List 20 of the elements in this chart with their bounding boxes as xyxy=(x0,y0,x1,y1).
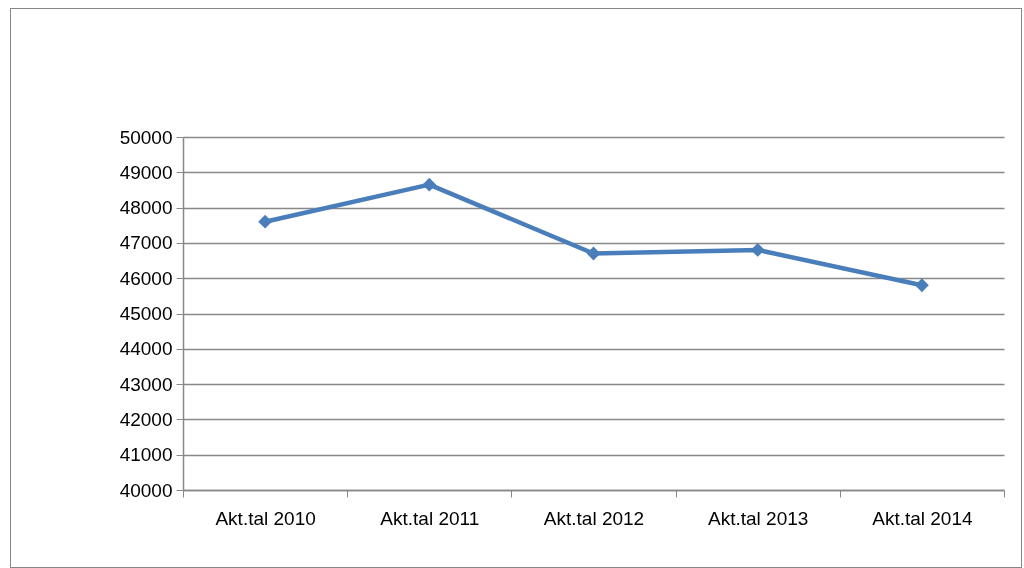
point xyxy=(915,278,929,293)
x-tick-label: Akt.tal 2010 xyxy=(215,507,316,529)
point xyxy=(422,177,437,192)
point xyxy=(258,214,272,229)
y-tick-label: 48000 xyxy=(119,197,173,219)
y-tick-label: 47000 xyxy=(119,232,173,254)
x-tick-label: Akt.tal 2014 xyxy=(872,507,974,529)
x-tick-label: Akt.tal 2013 xyxy=(708,507,809,529)
y-tick-label: 43000 xyxy=(119,373,173,395)
y-tick-label: 44000 xyxy=(119,338,173,360)
point xyxy=(750,243,765,257)
y-tick-label: 45000 xyxy=(119,303,173,324)
y-tick-label: 40000 xyxy=(119,479,173,501)
y-tick-label: 42000 xyxy=(119,408,173,430)
x-tick-label: Akt.tal 2011 xyxy=(380,507,480,529)
x-tick-label: Akt.tal 2012 xyxy=(543,507,645,529)
y-tick-label: 50000 xyxy=(119,126,173,148)
y-tick-label: 46000 xyxy=(119,267,173,289)
y-tick-label: 49000 xyxy=(119,161,173,183)
y-tick-label: 41000 xyxy=(119,444,173,466)
